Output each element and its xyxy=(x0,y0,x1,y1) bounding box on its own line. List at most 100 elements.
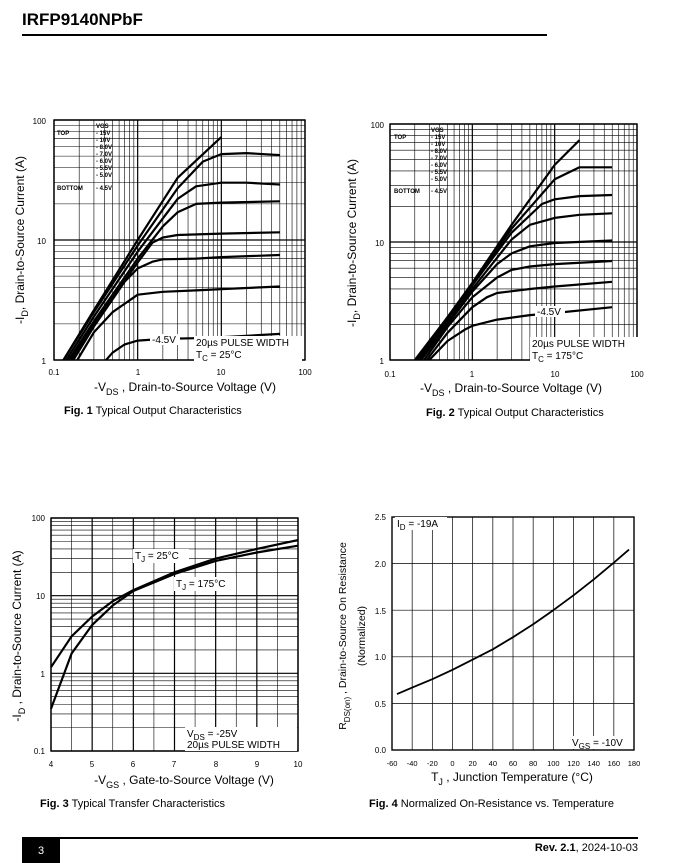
fig1-y-tick: 10 xyxy=(37,237,46,246)
fig4-x-tick: 60 xyxy=(509,759,517,768)
fig3-y-tick: 0.1 xyxy=(34,747,46,756)
fig4-caption: Fig. 4 Normalized On-Resistance vs. Temp… xyxy=(369,798,614,810)
fig4-y-tick: 1.5 xyxy=(375,607,387,616)
fig4-vgs-bg xyxy=(570,736,633,749)
fig1-caption: Fig. 1 Typical Output Characteristics xyxy=(64,405,242,417)
fig4-series-line xyxy=(396,548,630,695)
fig2-temp-note: TC = 175°C xyxy=(532,351,583,364)
page-number: 3 xyxy=(22,838,60,863)
fig1-legend-item: - 15V xyxy=(96,131,110,137)
fig1-x-ticks: 0.1 1 10 100 xyxy=(48,368,312,377)
fig4-x-axis-label: TJ , Junction Temperature (°C) xyxy=(431,770,593,787)
fig2-curve-label-bg xyxy=(535,306,565,317)
fig4-x-tick: -40 xyxy=(407,759,418,768)
fig4-vgs-note: VGS = -10V xyxy=(572,738,623,751)
fig3-note-bg xyxy=(185,727,297,751)
fig3-label175-bg xyxy=(174,577,236,591)
fig3-y-axis-label: -ID , Drain-to-Source Current (A) xyxy=(10,550,27,721)
fig1-legend-top: TOP xyxy=(57,131,69,137)
fig2-x-axis-label: -VDS , Drain-to-Source Voltage (V) xyxy=(420,381,602,398)
fig1-series-line xyxy=(65,181,280,361)
fig3-curves xyxy=(49,539,299,710)
fig4-y-tick: 0.0 xyxy=(375,746,387,755)
fig3-x-ticks: 4 5 6 7 8 9 10 xyxy=(49,760,303,769)
figures-canvas: 1 10 100 0.1 1 10 100 -ID, Drain-to-Sour… xyxy=(10,117,644,790)
fig3-x-tick: 4 xyxy=(49,760,54,769)
plot-frame xyxy=(53,119,306,361)
fig4-id-note: ID = -19A xyxy=(397,519,438,532)
fig2-legend-item: - 10V xyxy=(431,142,445,148)
fig3-label-175c: TJ = 175°C xyxy=(176,579,225,592)
fig4-x-tick: -60 xyxy=(387,759,398,768)
fig1-x-tick: 1 xyxy=(136,368,141,377)
fig2-series-line xyxy=(425,280,613,361)
fig1-pulse-note: 20µs PULSE WIDTH xyxy=(196,338,289,349)
fig2-curve-label: -4.5V xyxy=(537,307,561,318)
fig2-legend: VGS TOP BOTTOM - 15V - 10V - 8.0V - 7.0V… xyxy=(394,128,447,195)
fig4-x-tick: 120 xyxy=(567,759,580,768)
fig4-x-tick: 100 xyxy=(547,759,560,768)
fig2-x-tick: 1 xyxy=(470,370,475,379)
fig1-legend-item: - 6.0V xyxy=(96,159,112,165)
fig1-legend: VGS TOP BOTTOM - 15V - 10V - 8.0V - 7.0V… xyxy=(57,124,112,192)
fig2-y-tick: 1 xyxy=(380,357,385,366)
fig4-y-tick: 0.5 xyxy=(375,700,387,709)
fig4-x-tick: 0 xyxy=(450,759,454,768)
fig2-x-tick: 10 xyxy=(551,370,560,379)
fig2-series-line xyxy=(417,193,613,361)
fig1-curve-label: -4.5V xyxy=(152,335,176,346)
fig1-note-bg xyxy=(194,336,302,361)
fig3-label25-bg xyxy=(133,549,189,563)
fig1-legend-item: - 4.5V xyxy=(96,186,112,192)
fig4-x-tick: 160 xyxy=(608,759,621,768)
fig1-series-line xyxy=(67,200,280,361)
fig1-curve-label-bg xyxy=(150,334,180,345)
fig2-legend-item: - 5.5V xyxy=(431,170,447,176)
fig2-series-line xyxy=(415,166,613,361)
fig1-legend-item: - 5.0V xyxy=(96,173,112,179)
fig2-legend-top: TOP xyxy=(394,135,406,141)
fig3-x-tick: 8 xyxy=(214,760,219,769)
fig2-x-ticks: 0.1 1 10 100 xyxy=(384,370,644,379)
fig2-series-line xyxy=(420,239,613,361)
fig1-y-axis-label: -ID, Drain-to-Source Current (A) xyxy=(13,156,30,324)
plot-frame xyxy=(50,517,299,752)
fig2-legend-item: - 6.0V xyxy=(431,163,447,169)
fig3-vds-note: VDS = -25V xyxy=(187,729,238,742)
fig4-x-tick: 140 xyxy=(587,759,600,768)
fig1-legend-bottom: BOTTOM xyxy=(57,186,83,192)
fig2-x-tick: 0.1 xyxy=(384,370,396,379)
part-number-title: IRFP9140NPbF xyxy=(22,10,143,29)
fig1-x-axis-label: -VDS , Drain-to-Source Voltage (V) xyxy=(94,380,276,397)
fig4-y-axis-label-2: (Normalized) xyxy=(356,606,368,666)
fig4-y-ticks: 0.0 0.5 1.0 1.5 2.0 2.5 xyxy=(375,513,387,755)
fig2-legend-item: - 4.5V xyxy=(431,189,447,195)
plot-frame xyxy=(389,123,638,361)
fig1-x-tick: 10 xyxy=(217,368,226,377)
fig2-legend-head: VGS xyxy=(431,128,444,134)
fig4-x-ticks: -60 -40 -20 0 20 40 60 80 100 120 140 160 180 xyxy=(387,759,641,768)
fig1-x-tick: 0.1 xyxy=(48,368,60,377)
fig1-x-tick: 100 xyxy=(298,368,312,377)
fig2-x-tick: 100 xyxy=(630,370,644,379)
fig3-x-tick: 7 xyxy=(172,760,177,769)
fig3-x-tick: 5 xyxy=(90,760,95,769)
fig3-y-tick: 100 xyxy=(32,514,46,523)
fig3-x-tick: 6 xyxy=(131,760,136,769)
fig2-caption: Fig. 2 Typical Output Characteristics xyxy=(426,407,604,419)
fig1-series-line xyxy=(62,152,280,361)
fig3-series-line xyxy=(50,539,299,668)
fig3-pulse-note: 20µs PULSE WIDTH xyxy=(187,740,280,751)
fig1-series-line xyxy=(70,231,280,361)
fig1-series-line xyxy=(76,285,280,361)
footer-rule xyxy=(22,837,638,839)
fig1-legend-item: - 5.5V xyxy=(96,166,112,172)
fig1-y-tick: 1 xyxy=(42,357,47,366)
fig2-y-axis-label: -ID, Drain-to-Source Current (A) xyxy=(345,159,362,327)
fig4-x-tick: 20 xyxy=(468,759,476,768)
fig1-series-line xyxy=(72,253,280,361)
fig4-curves xyxy=(396,548,630,695)
fig1-grid xyxy=(53,119,306,361)
fig3-y-tick: 10 xyxy=(36,592,45,601)
fig2-y-tick: 100 xyxy=(371,121,385,130)
